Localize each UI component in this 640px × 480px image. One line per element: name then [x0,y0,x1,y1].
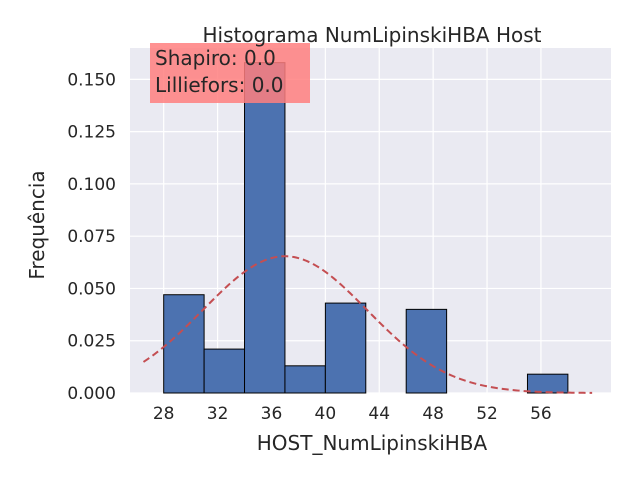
normal-fit-curve [142,255,593,394]
x-tick-label: 56 [530,404,552,424]
histogram-bars [163,62,569,394]
x-tick-label: 48 [422,404,444,424]
x-tick-label: 28 [153,404,175,424]
x-axis-label: HOST_NumLipinskiHBA [257,431,488,455]
y-tick-label: 0.150 [67,70,116,90]
histogram-bar [284,365,326,394]
y-tick-label: 0.000 [67,384,116,404]
histogram-bar [324,302,367,394]
stats-annotation-box [150,43,310,103]
y-tick-label: 0.025 [67,332,116,352]
histogram-bar [244,62,286,394]
y-tick-label: 0.075 [67,227,116,247]
x-tick-label: 36 [261,404,283,424]
x-tick-label: 52 [476,404,498,424]
histogram-bar [526,373,569,394]
y-tick-label: 0.100 [67,175,116,195]
lilliefors-text: Lilliefors: 0.0 [155,73,284,97]
y-tick-label: 0.050 [67,279,116,299]
y-axis-label: Frequência [25,170,49,279]
y-tick-label: 0.125 [67,123,116,143]
y-tick-labels: 0.000 0.025 0.050 0.075 0.100 0.125 0.150 [67,70,116,404]
x-tick-label: 40 [315,404,337,424]
histogram-bar [203,348,246,394]
shapiro-text: Shapiro: 0.0 [155,46,276,70]
histogram-bar [163,294,205,394]
x-tick-label: 44 [368,404,390,424]
plot-area [130,48,611,393]
x-tick-label: 32 [207,404,229,424]
x-tick-labels: 28 32 36 40 44 48 52 56 [153,404,552,424]
chart-title: Histograma NumLipinskiHBA Host [202,23,541,47]
